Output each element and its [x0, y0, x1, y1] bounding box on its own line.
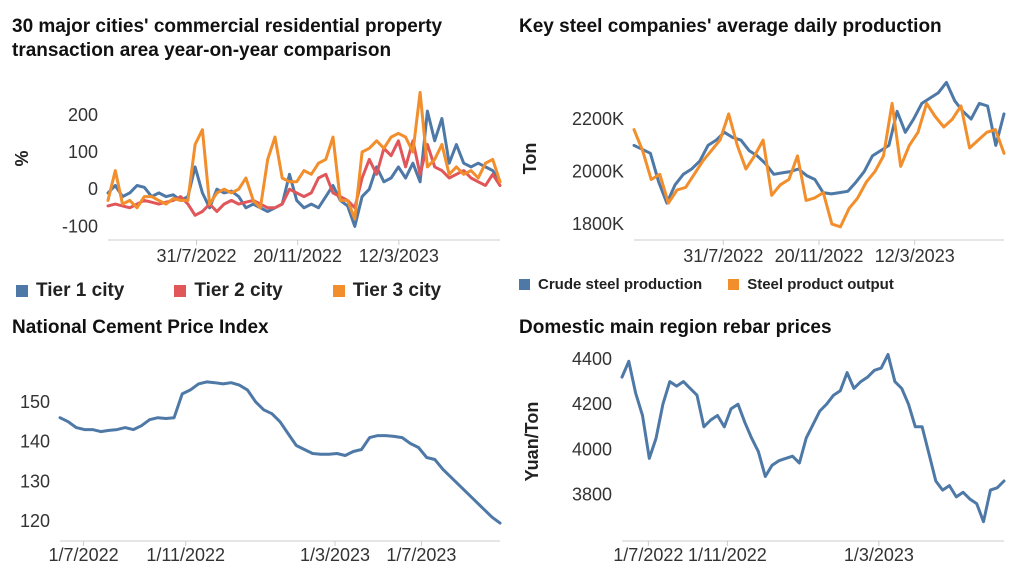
legend-item: Tier 2 city [174, 280, 283, 302]
chart-steel-production: 1800K 2000K 2200K 31/7/2022 20/11/2022 12/3/2… [520, 80, 1006, 266]
y-tick-label: 1800K [572, 214, 624, 234]
x-tick-label: 31/7/2022 [156, 246, 236, 266]
y-tick-label: 200 [68, 105, 98, 125]
series-line-steel-product-output [632, 101, 1006, 229]
panel-cement-index: National Cement Price Index 120 130 140 150… [0, 308, 512, 576]
y-tick-label: 3800 [572, 485, 612, 505]
x-tick-label: 1/3/2023 [844, 545, 914, 565]
legend-item: Crude steel production [519, 276, 702, 293]
series-line-tier-3-city [106, 90, 502, 221]
legend-label: Steel product output [747, 276, 894, 293]
x-tick-label: 1/7/2022 [613, 545, 683, 565]
x-tick-label: 1/7/2023 [386, 545, 456, 565]
legend-swatch [519, 279, 530, 290]
legend-label: Tier 3 city [352, 280, 442, 301]
y-tick-label: 130 [20, 471, 50, 491]
y-tick-label: 150 [20, 392, 50, 412]
x-tick-label: 20/11/2022 [775, 246, 864, 266]
chart-title-1-line-2: transaction area year-on-year comparison [12, 40, 392, 61]
series-line-c4 [620, 353, 1006, 524]
panel-rebar-prices: Domestic main region rebar prices 3800 40… [512, 308, 1024, 576]
chart-title-4: Domestic main region rebar prices [519, 316, 832, 340]
y-axis-label: Ton [520, 143, 540, 175]
legend-property-yoy: Tier 1 city Tier 2 city Tier 3 city [16, 280, 491, 302]
chart-property-yoy: -100 0 100 200 31/7/2022 20/11/2022 12/3/2023% [12, 90, 502, 266]
series-line-c3 [58, 380, 502, 525]
legend-item: Steel product output [728, 276, 894, 293]
y-tick-label: 120 [20, 511, 50, 531]
chart-title-4-line-1: Domestic main region rebar prices [519, 317, 832, 338]
y-tick-label: -100 [62, 216, 98, 236]
chart-title-1: 30 major cities' commercial residential … [12, 15, 442, 63]
legend-swatch [174, 285, 187, 297]
chart-title-2-line-1: Key steel companies' average daily produ… [519, 16, 942, 37]
x-tick-label: 1/7/2022 [49, 545, 119, 565]
y-tick-label: 2000K [572, 162, 624, 182]
y-tick-label: 100 [68, 142, 98, 162]
legend-label: Crude steel production [538, 276, 703, 293]
legend-item: Tier 1 city [16, 280, 124, 302]
x-tick-label: 1/11/2022 [146, 545, 225, 565]
chart-title-2: Key steel companies' average daily produ… [519, 15, 942, 39]
y-tick-label: 140 [20, 432, 50, 452]
series-line-tier-1-city [106, 109, 502, 228]
x-tick-label: 1/3/2023 [300, 545, 370, 565]
chart-rebar-prices: 3800 4000 4200 4400 1/7/2022 1/11/2022 1/3/202… [522, 349, 1006, 565]
x-tick-label: 20/11/2022 [253, 246, 342, 266]
y-axis-label: % [12, 150, 32, 166]
y-tick-label: 4200 [572, 394, 612, 414]
legend-swatch [16, 285, 28, 297]
legend-item: Tier 3 city [332, 280, 442, 302]
x-tick-label: 1/11/2022 [688, 545, 767, 565]
y-tick-label: 4000 [572, 439, 612, 459]
x-tick-label: 12/3/2023 [359, 246, 439, 266]
panel-property-yoy: 30 major cities' commercial residential … [0, 0, 512, 308]
legend-steel-production: Crude steel production Steel product outp… [519, 276, 920, 293]
y-tick-label: 4400 [572, 349, 612, 369]
chart-cement-index: 120 130 140 150 1/7/2022 1/11/2022 1/3/2023 1/7… [20, 380, 502, 565]
legend-label: Tier 2 city [194, 280, 283, 301]
chart-title-1-line-1: 30 major cities' commercial residential … [12, 16, 443, 37]
y-tick-label: 2200K [572, 109, 624, 129]
chart-title-3-line-1: National Cement Price Index [12, 317, 269, 338]
x-tick-label: 31/7/2022 [683, 246, 763, 266]
chart-title-3: National Cement Price Index [12, 316, 269, 340]
y-tick-label: 0 [88, 179, 98, 199]
legend-label: Tier 1 city [36, 280, 125, 301]
panel-steel-production: Key steel companies' average daily produ… [512, 0, 1024, 308]
y-axis-label: Yuan/Ton [522, 402, 542, 482]
legend-swatch [332, 285, 345, 297]
x-tick-label: 12/3/2023 [875, 246, 955, 266]
legend-swatch [728, 279, 740, 290]
series-line-crude-steel-production [632, 80, 1006, 205]
